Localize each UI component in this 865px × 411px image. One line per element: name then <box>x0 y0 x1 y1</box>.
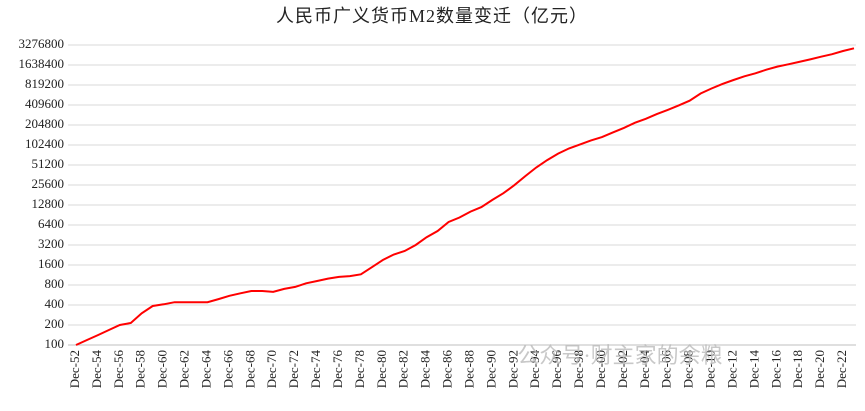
y-tick-label: 12800 <box>32 196 65 211</box>
x-tick-label: Dec-82 <box>396 350 411 388</box>
x-tick-label: Dec-60 <box>155 350 170 388</box>
x-tick-label: Dec-22 <box>834 350 849 388</box>
y-tick-label: 204800 <box>25 116 64 131</box>
x-tick-label: Dec-52 <box>67 350 82 388</box>
x-tick-label: Dec-56 <box>111 350 126 389</box>
x-tick-label: Dec-92 <box>505 350 520 388</box>
x-tick-label: Dec-90 <box>483 350 498 388</box>
x-tick-label: Dec-84 <box>418 350 433 389</box>
x-tick-label: Dec-70 <box>264 350 279 388</box>
x-tick-label: Dec-16 <box>768 350 783 389</box>
x-tick-label: Dec-80 <box>374 350 389 388</box>
x-tick-label: Dec-20 <box>812 350 827 388</box>
x-tick-label: Dec-68 <box>242 350 257 388</box>
x-tick-label: Dec-74 <box>308 350 323 389</box>
y-tick-label: 400 <box>45 296 65 311</box>
x-tick-label: Dec-88 <box>461 350 476 388</box>
watermark: 公众号·财主家的余粮 <box>517 343 722 368</box>
x-tick-label: Dec-94 <box>527 350 542 389</box>
line-series <box>75 47 855 346</box>
x-tick-label: Dec-98 <box>571 350 586 388</box>
x-tick-label: Dec-12 <box>724 350 739 388</box>
x-tick-label: Dec-02 <box>615 350 630 388</box>
x-tick-label: Dec-14 <box>746 350 761 389</box>
y-tick-label: 800 <box>45 276 65 291</box>
x-tick-label: Dec-62 <box>177 350 192 388</box>
y-tick-label: 25600 <box>32 176 65 191</box>
x-tick-label: Dec-10 <box>703 350 718 388</box>
y-tick-label: 1600 <box>38 256 64 271</box>
x-tick-label: Dec-04 <box>637 350 652 389</box>
x-tick-label: Dec-78 <box>352 350 367 388</box>
x-tick-label: Dec-72 <box>286 350 301 388</box>
y-tick-label: 819200 <box>25 76 64 91</box>
y-tick-label: 409600 <box>25 96 64 111</box>
y-tick-label: 100 <box>45 336 65 351</box>
x-tick-label: Dec-96 <box>549 350 564 389</box>
x-tick-label: Dec-76 <box>330 350 345 389</box>
x-tick-label: Dec-64 <box>198 350 213 389</box>
x-tick-label: Dec-18 <box>790 350 805 388</box>
x-tick-label: Dec-06 <box>659 350 674 389</box>
y-tick-label: 6400 <box>38 216 64 231</box>
x-tick-label: Dec-00 <box>593 350 608 388</box>
y-tick-label: 3200 <box>38 236 64 251</box>
x-tick-label: Dec-08 <box>681 350 696 388</box>
x-tick-label: Dec-58 <box>133 350 148 388</box>
y-tick-label: 1638400 <box>19 56 65 71</box>
x-tick-label: Dec-66 <box>220 350 235 389</box>
y-tick-label: 51200 <box>32 156 65 171</box>
y-tick-label: 3276800 <box>19 36 65 51</box>
y-tick-label: 200 <box>45 316 65 331</box>
x-tick-label: Dec-54 <box>89 350 104 389</box>
chart-title: 人民币广义货币M2数量变迁（亿元） <box>276 6 588 26</box>
y-tick-label: 102400 <box>25 136 64 151</box>
x-tick-label: Dec-86 <box>440 350 455 389</box>
